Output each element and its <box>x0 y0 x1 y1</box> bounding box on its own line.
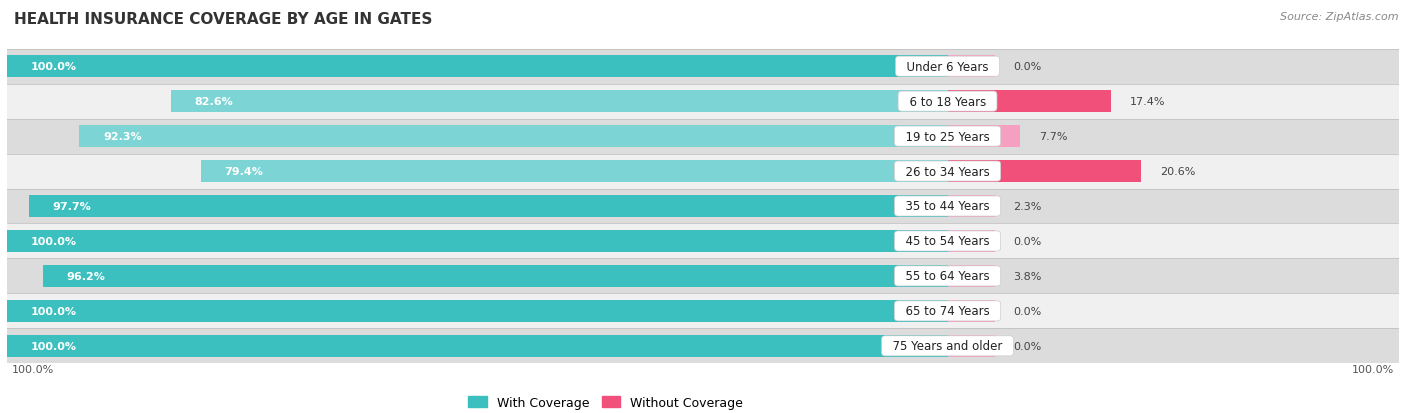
Text: 26 to 34 Years: 26 to 34 Years <box>898 165 997 178</box>
Text: 96.2%: 96.2% <box>66 271 105 281</box>
Bar <box>7 56 948 78</box>
Bar <box>7 154 1399 189</box>
Text: 17.4%: 17.4% <box>1130 97 1166 107</box>
Text: 100.0%: 100.0% <box>11 364 53 374</box>
Text: 100.0%: 100.0% <box>31 306 76 316</box>
Bar <box>7 50 1399 84</box>
Text: Source: ZipAtlas.com: Source: ZipAtlas.com <box>1281 12 1399 22</box>
Bar <box>7 329 1399 363</box>
Bar <box>7 224 1399 259</box>
Text: 65 to 74 Years: 65 to 74 Years <box>898 305 997 318</box>
Text: 100.0%: 100.0% <box>31 62 76 72</box>
Bar <box>7 84 1399 119</box>
Text: 92.3%: 92.3% <box>103 132 142 142</box>
Bar <box>948 266 994 287</box>
Text: 45 to 54 Years: 45 to 54 Years <box>898 235 997 248</box>
Bar <box>7 189 1399 224</box>
Bar <box>42 266 948 287</box>
Text: 19 to 25 Years: 19 to 25 Years <box>898 130 997 143</box>
Bar <box>7 294 1399 329</box>
Bar <box>948 300 994 322</box>
Text: HEALTH INSURANCE COVERAGE BY AGE IN GATES: HEALTH INSURANCE COVERAGE BY AGE IN GATE… <box>14 12 433 27</box>
Text: 20.6%: 20.6% <box>1160 166 1195 177</box>
Text: 3.8%: 3.8% <box>1014 271 1042 281</box>
Text: 35 to 44 Years: 35 to 44 Years <box>898 200 997 213</box>
Text: 79.4%: 79.4% <box>225 166 263 177</box>
Bar <box>948 56 994 78</box>
Bar <box>7 300 948 322</box>
Bar <box>948 91 1111 113</box>
Bar <box>948 126 1019 147</box>
Text: 100.0%: 100.0% <box>31 236 76 247</box>
Bar <box>948 196 994 217</box>
Bar <box>948 230 994 252</box>
Text: 75 Years and older: 75 Years and older <box>886 339 1010 352</box>
Text: 97.7%: 97.7% <box>52 202 91 211</box>
Bar <box>7 259 1399 294</box>
Bar <box>948 335 994 357</box>
Bar <box>170 91 948 113</box>
Bar <box>7 335 948 357</box>
Bar <box>948 161 1142 183</box>
Text: 0.0%: 0.0% <box>1014 62 1042 72</box>
Text: 0.0%: 0.0% <box>1014 306 1042 316</box>
Text: 2.3%: 2.3% <box>1014 202 1042 211</box>
Text: 100.0%: 100.0% <box>31 341 76 351</box>
Text: 7.7%: 7.7% <box>1039 132 1067 142</box>
Bar <box>201 161 948 183</box>
Text: 0.0%: 0.0% <box>1014 341 1042 351</box>
Text: 82.6%: 82.6% <box>194 97 233 107</box>
Text: 100.0%: 100.0% <box>1353 364 1395 374</box>
Bar <box>7 119 1399 154</box>
Text: Under 6 Years: Under 6 Years <box>898 61 995 74</box>
Legend: With Coverage, Without Coverage: With Coverage, Without Coverage <box>463 391 748 413</box>
Bar <box>7 230 948 252</box>
Text: 0.0%: 0.0% <box>1014 236 1042 247</box>
Text: 6 to 18 Years: 6 to 18 Years <box>901 95 994 108</box>
Bar <box>80 126 948 147</box>
Text: 55 to 64 Years: 55 to 64 Years <box>898 270 997 283</box>
Bar <box>28 196 948 217</box>
